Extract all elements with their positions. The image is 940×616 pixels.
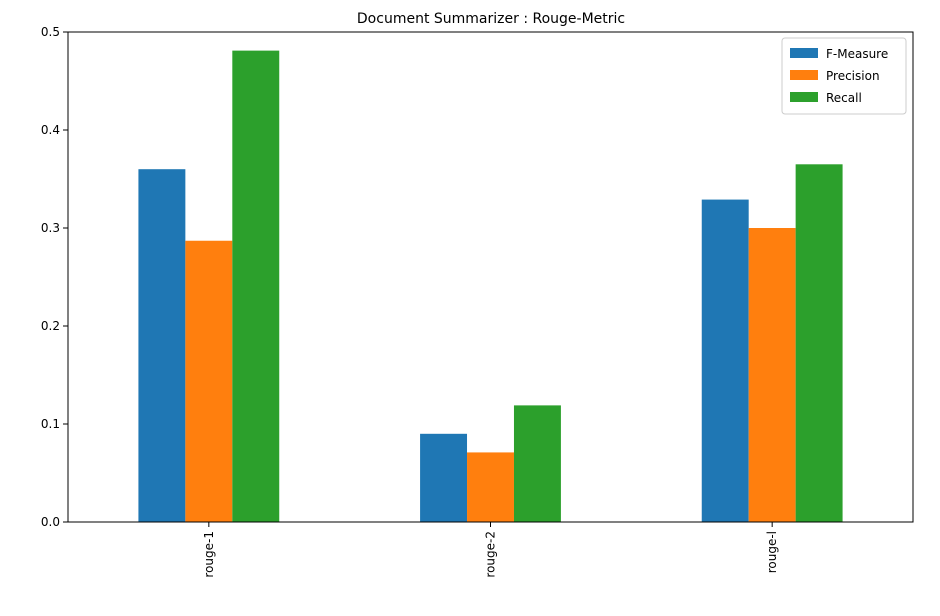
bar-f-measure-rouge-1	[138, 169, 186, 522]
legend: F-Measure Precision Recall	[781, 37, 907, 115]
bar-precision-rouge-2	[467, 452, 514, 522]
legend-swatch-precision	[790, 70, 818, 80]
bar-recall-rouge-l	[795, 164, 843, 523]
legend-label-recall: Recall	[826, 91, 862, 105]
legend-label-f-measure: F-Measure	[826, 47, 888, 61]
x-tick-label: rouge-1	[202, 531, 216, 578]
bar-recall-rouge-1	[232, 50, 280, 523]
legend-swatch-recall	[790, 92, 818, 102]
y-tick-label: 0.1	[41, 417, 60, 431]
y-tick-label: 0.5	[41, 25, 60, 39]
bar-f-measure-rouge-2	[420, 433, 468, 522]
bars-layer	[138, 50, 843, 523]
bar-precision-rouge-1	[185, 240, 233, 523]
x-tick-label: rouge-l	[765, 531, 779, 573]
legend-swatch-f-measure	[790, 48, 818, 58]
bar-f-measure-rouge-l	[701, 199, 749, 522]
bar-precision-rouge-l	[748, 228, 796, 522]
y-tick-label: 0.2	[41, 319, 60, 333]
y-tick-label: 0.4	[41, 123, 60, 137]
y-tick-label: 0.0	[41, 515, 60, 529]
chart-title: Document Summarizer : Rouge-Metric	[357, 11, 625, 27]
legend-label-precision: Precision	[826, 69, 880, 83]
x-tick-label: rouge-2	[484, 531, 498, 578]
x-axis: rouge-1 rouge-2 rouge-l	[202, 522, 779, 578]
y-tick-label: 0.3	[41, 221, 60, 235]
y-axis: 0.0 0.1 0.2 0.3 0.4 0.5	[41, 25, 68, 529]
bar-recall-rouge-2	[513, 405, 561, 522]
